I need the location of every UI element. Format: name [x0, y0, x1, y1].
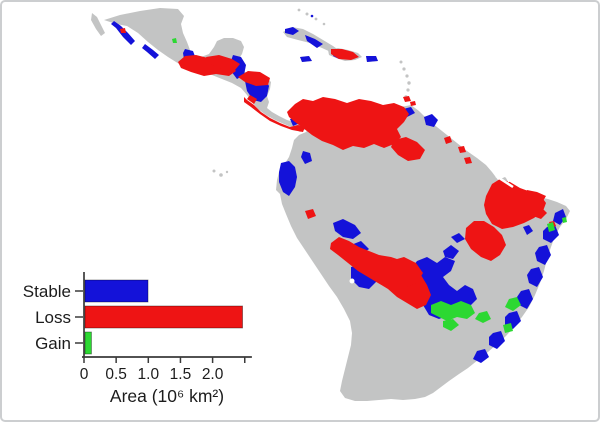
stable-patch-coast-3	[535, 245, 551, 265]
land-galapagos-islet	[212, 169, 216, 173]
map-gain-regions	[172, 38, 567, 333]
amazon-mouth-gap	[495, 174, 514, 189]
loss-patch-venezuela-llanos	[287, 97, 409, 150]
category-label-gain: Gain	[35, 334, 71, 353]
loss-patch-trinidad-1	[403, 96, 411, 102]
loss-patch-para-coast	[525, 190, 546, 201]
loss-patch-ne-spot-1	[533, 207, 547, 219]
stable-patch-bahama-dot	[310, 14, 314, 18]
stable-patch-ecuador-coast	[279, 161, 297, 196]
loss-patch-guiana-speck-1	[444, 136, 452, 144]
stable-patch-central-north	[451, 233, 465, 243]
bar-loss	[84, 305, 243, 329]
amazon-mouth-gap2	[502, 169, 510, 183]
inset-bar-chart: Stable Loss Gain 0 0.5 1.0 1.5 2.0 Area (10⁶ km²…	[23, 272, 252, 406]
gain-patch-ne-coast	[547, 222, 555, 232]
loss-patch-guiana-speck-2	[458, 146, 466, 153]
lake-titicaca	[349, 278, 355, 284]
x-axis-title: Area (10⁶ km²)	[110, 386, 224, 406]
x-tick-label: 0.5	[105, 366, 127, 383]
land-antilles-islet	[405, 74, 409, 78]
loss-patch-yucatan	[206, 55, 240, 70]
land-antilles-islet	[399, 60, 403, 64]
category-label-loss: Loss	[35, 308, 71, 327]
land-baja-california	[91, 13, 105, 36]
gain-patch-mexico-dot	[172, 38, 177, 43]
land-bahamas-islet	[297, 8, 301, 12]
land-south-america	[276, 105, 570, 401]
land-bahamas-islet	[305, 12, 309, 16]
land-bahamas-islet	[314, 17, 318, 21]
land-antilles-islet	[406, 88, 410, 92]
gain-patch-se-coast	[503, 323, 513, 333]
stable-patch-coast-5	[517, 289, 533, 309]
loss-patch-costa-rica-panama	[244, 97, 305, 132]
stable-patch-central-arm	[443, 245, 459, 259]
loss-patch-guyana-south	[391, 137, 425, 161]
gain-patch-se-brazil-1	[505, 297, 521, 311]
x-tick-label: 2.0	[202, 366, 224, 383]
gain-patch-bolivia-south	[443, 319, 459, 331]
stable-patch-cuba-west	[285, 27, 299, 35]
category-label-stable: Stable	[23, 282, 71, 301]
loss-patch-mex-coast-dot	[120, 28, 126, 33]
loss-patch-south-mexico	[178, 55, 236, 76]
stable-patch-coast-7	[489, 331, 505, 349]
loss-patch-maranhao	[465, 221, 506, 261]
loss-patch-hispaniola	[331, 49, 359, 60]
bar-stable	[84, 279, 149, 303]
x-tick-label: 1.5	[170, 366, 192, 383]
stable-patch-jamaica	[300, 56, 312, 62]
loss-patch-nicoya	[247, 95, 257, 104]
land-galapagos-islet	[225, 170, 229, 174]
gain-patch-bolivia	[431, 301, 475, 321]
stable-patch-coast-8	[473, 349, 489, 363]
loss-patch-arc-blob	[386, 257, 423, 287]
gain-patch-se-brazil-2	[475, 311, 491, 323]
land-galapagos-islet	[219, 173, 223, 177]
land-bahamas-islet	[322, 22, 326, 26]
loss-patch-peru-spot	[305, 209, 316, 219]
bar-gain	[84, 331, 92, 355]
stable-patch-amazon-nw	[333, 219, 361, 239]
stable-patch-nayarit-coast	[142, 44, 159, 59]
river-gaps	[349, 169, 514, 284]
loss-patch-trinidad-2	[410, 101, 416, 106]
x-tick-label: 0	[80, 366, 89, 383]
loss-patch-honduras	[238, 71, 270, 86]
loss-patch-guiana-speck-3	[464, 157, 472, 164]
stable-patch-ne-interior	[523, 225, 533, 235]
land-antilles-islet	[402, 67, 406, 71]
stable-patch-colombia	[301, 151, 312, 164]
loss-patch-deforestation-arc	[330, 237, 431, 309]
land-antilles-islet	[407, 81, 411, 85]
gain-patch-ne-tip	[562, 217, 567, 223]
stable-patch-coast-4	[527, 267, 543, 287]
stable-patch-coast-2	[543, 225, 559, 243]
loss-patch-para	[484, 179, 546, 229]
x-tick-label: 1.0	[138, 366, 160, 383]
stable-patch-guyana	[424, 114, 438, 127]
stable-patch-cuba-mid	[305, 35, 323, 48]
stable-patch-puerto-rico	[366, 56, 378, 62]
map-loss-regions	[120, 28, 556, 309]
